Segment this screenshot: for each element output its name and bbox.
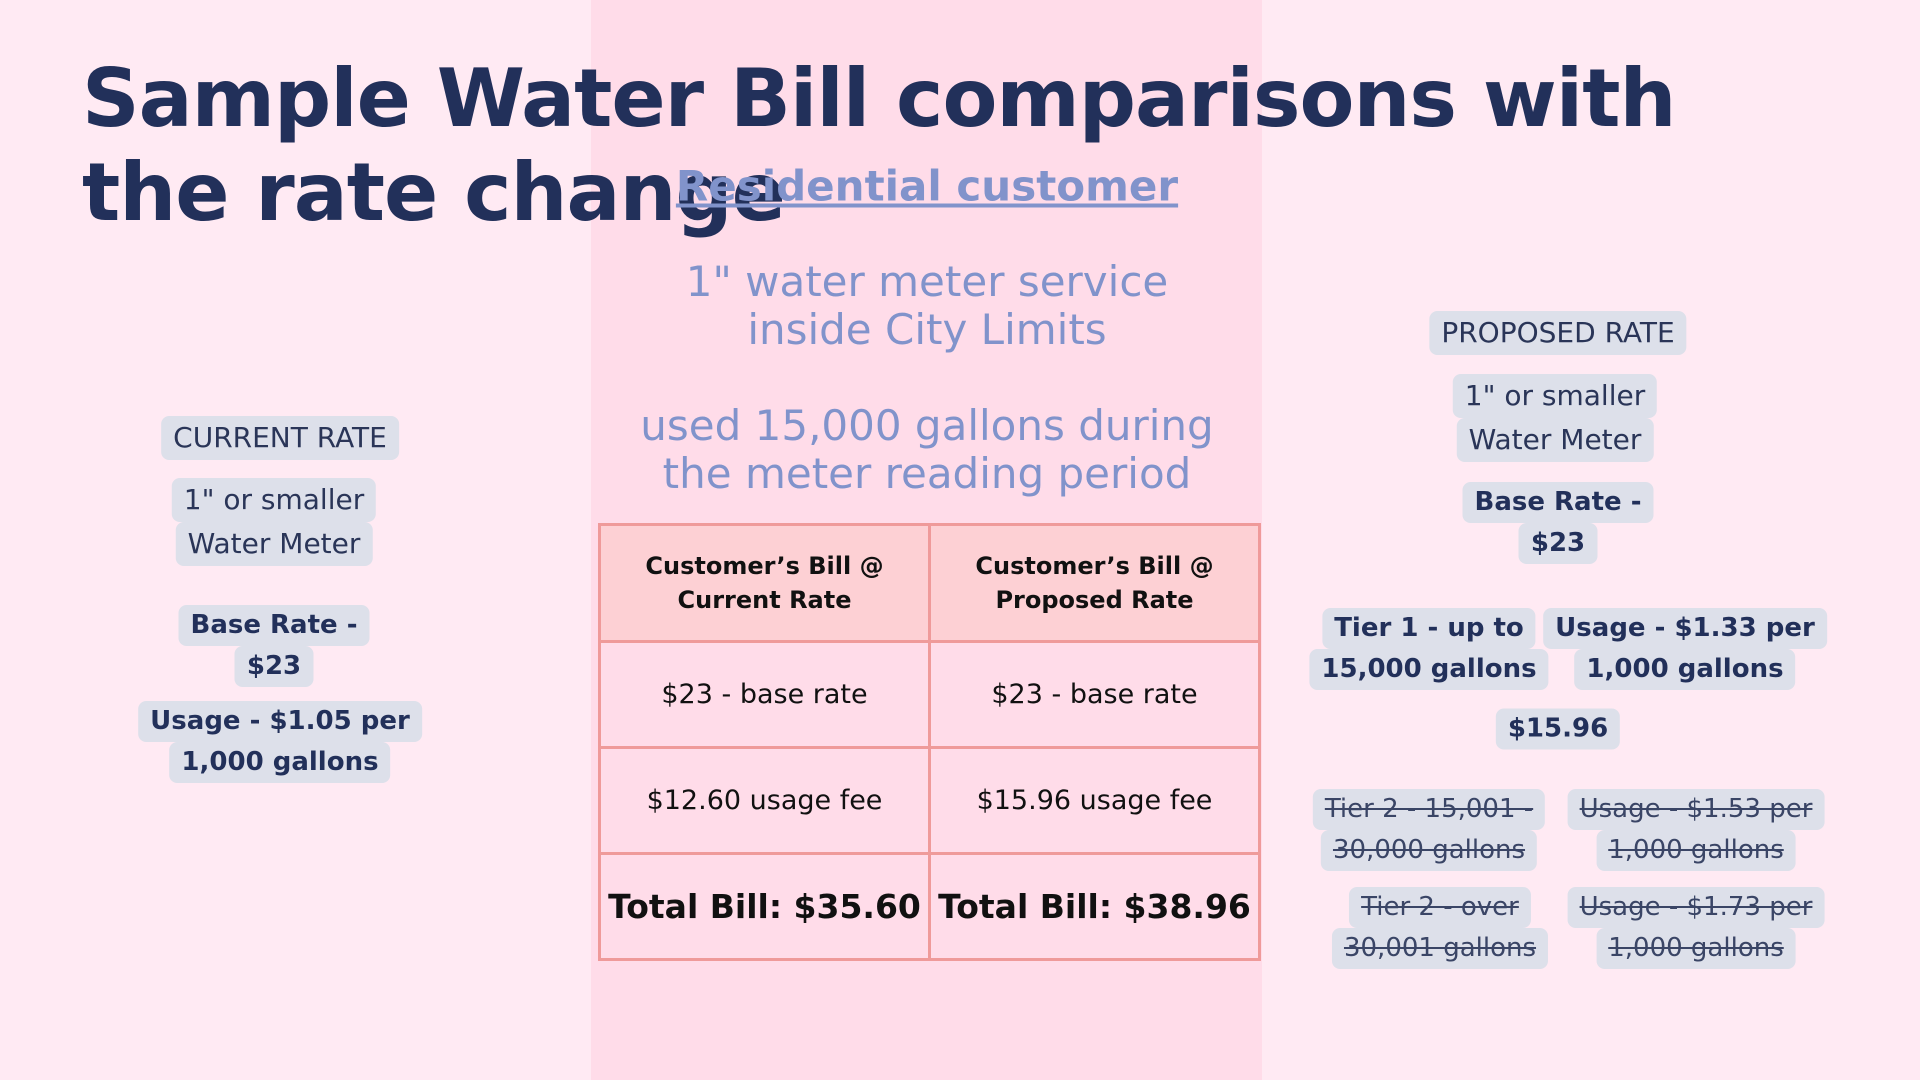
service-note: 1" water meter service inside City Limits: [686, 258, 1169, 354]
tier-usage-line: Usage - $1.33 per: [1543, 608, 1827, 649]
tier-usage: Usage - $1.73 per 1,000 gallons: [1567, 887, 1825, 969]
usage-rate-line: 1,000 gallons: [169, 742, 391, 783]
base-rate-line: Base Rate -: [1462, 482, 1654, 523]
service-note-line: 1" water meter service: [685, 257, 1169, 306]
tier-line: 30,000 gallons: [1320, 830, 1538, 871]
tier-usage: Usage - $1.53 per 1,000 gallons: [1567, 789, 1825, 871]
base-rate-line: $23: [1518, 523, 1598, 564]
table-row: Total Bill: $35.60 Total Bill: $38.96: [598, 852, 1261, 961]
tier-line: Tier 1 - up to: [1322, 608, 1536, 649]
table-row: $12.60 usage fee $15.96 usage fee: [598, 746, 1261, 855]
header-cell: Customer’s Bill @ Proposed Rate: [928, 523, 1261, 643]
meter-label-line: 1" or smaller: [1452, 374, 1658, 418]
tier: Tier 2 - over 30,001 gallons: [1331, 887, 1549, 969]
table-cell: $15.96 usage fee: [928, 746, 1261, 855]
tier-usage-line: Usage - $1.73 per: [1567, 887, 1825, 928]
tier-usage-line: 1,000 gallons: [1596, 830, 1796, 871]
title: Sample Water Bill comparisons with the ra…: [82, 52, 1676, 240]
table-row: $23 - base rate $23 - base rate: [598, 640, 1261, 749]
cell-line: $23 - base rate: [991, 679, 1198, 710]
title-line: Sample Water Bill comparisons with: [82, 52, 1676, 145]
meter-label-line: Water Meter: [1456, 418, 1654, 462]
tier: Tier 2 - 15,001 -30,000 gallons: [1312, 789, 1546, 871]
bill-table: Customer’s Bill @ Current Rate Customer’s …: [598, 523, 1261, 961]
table-cell: $23 - base rate: [598, 640, 931, 749]
table-cell: Total Bill: $35.60: [598, 852, 931, 961]
tier-line: 30,001 gallons: [1331, 928, 1549, 969]
cell-line: $23 - base rate: [661, 679, 868, 710]
cell-line: $15.96 usage fee: [976, 785, 1213, 816]
usage-note-line: the meter reading period: [662, 449, 1192, 498]
cell-line: $12.60 usage fee: [646, 785, 883, 816]
tier-usage: Usage - $1.33 per 1,000 gallons: [1543, 608, 1827, 690]
usage-rate: Usage - $1.05 per 1,000 gallons: [138, 701, 422, 783]
cell-line: Total Bill: $35.60: [608, 887, 921, 926]
meter-label: 1" or smaller Water Meter: [1452, 374, 1658, 462]
tier-line: 15,000 gallons: [1309, 649, 1549, 690]
header-cell: Customer’s Bill @ Current Rate: [598, 523, 931, 643]
usage-rate-line: Usage - $1.05 per: [138, 701, 422, 742]
usage-note-line: used 15,000 gallons during: [640, 401, 1214, 450]
rate-heading: PROPOSED RATE: [1429, 311, 1687, 355]
header-line: Proposed Rate: [995, 586, 1194, 614]
tier-line: Tier 2 - 15,001 -: [1312, 789, 1546, 830]
tier-line: Tier 2 - over: [1349, 887, 1531, 928]
subtitle: Residential customer: [676, 162, 1178, 211]
tier-amount-line: $15.96: [1495, 708, 1621, 750]
table-cell: Total Bill: $38.96: [928, 852, 1261, 961]
tier-usage-line: 1,000 gallons: [1574, 649, 1796, 690]
title-line: the rate change: [82, 146, 786, 239]
header-line: Current Rate: [677, 586, 852, 614]
header-line: Customer’s Bill @: [645, 552, 884, 580]
base-rate-line: $23: [234, 646, 314, 687]
service-note-line: inside City Limits: [747, 305, 1107, 354]
base-rate: Base Rate - $23: [178, 605, 370, 687]
table-cell: $23 - base rate: [928, 640, 1261, 749]
subtitle-line: Residential customer: [675, 161, 1179, 211]
meter-label-line: 1" or smaller: [171, 478, 377, 522]
header-line: Customer’s Bill @: [975, 552, 1214, 580]
usage-note: used 15,000 gallons during the meter read…: [640, 402, 1213, 498]
meter-label: 1" or smaller Water Meter: [171, 478, 377, 566]
table-cell: $12.60 usage fee: [598, 746, 931, 855]
rate-heading-line: CURRENT RATE: [161, 416, 399, 460]
tier: Tier 1 - up to 15,000 gallons: [1309, 608, 1549, 690]
base-rate: Base Rate - $23: [1462, 482, 1654, 564]
cell-line: Total Bill: $38.96: [938, 887, 1251, 926]
rate-heading: CURRENT RATE: [161, 416, 399, 460]
base-rate-line: Base Rate -: [178, 605, 370, 646]
header-row: Customer’s Bill @ Current Rate Customer’s …: [598, 523, 1261, 643]
meter-label-line: Water Meter: [175, 522, 373, 566]
rate-heading-line: PROPOSED RATE: [1429, 311, 1687, 355]
tier-amount: $15.96: [1495, 708, 1621, 750]
tier-usage-line: 1,000 gallons: [1596, 928, 1796, 969]
tier-usage-line: Usage - $1.53 per: [1567, 789, 1825, 830]
